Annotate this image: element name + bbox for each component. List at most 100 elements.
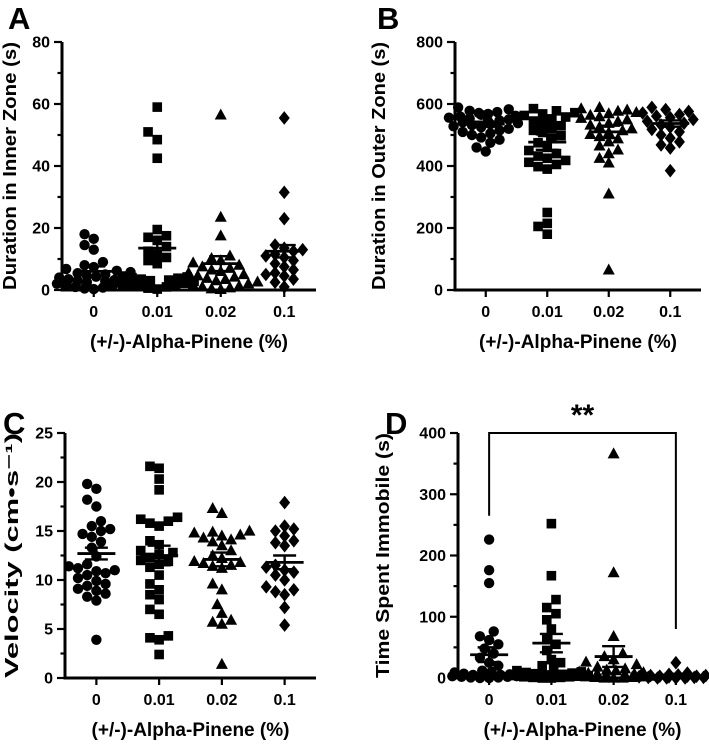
panel-label-a: A bbox=[8, 1, 31, 36]
square-marker bbox=[143, 283, 153, 293]
diamond-marker bbox=[269, 275, 281, 290]
diamond-marker bbox=[288, 534, 300, 548]
square-marker bbox=[135, 555, 146, 566]
series-0.01 bbox=[519, 103, 580, 239]
circle-marker bbox=[97, 256, 109, 268]
circle-marker bbox=[72, 563, 84, 574]
axis-text: 60 bbox=[32, 97, 50, 114]
error-bar-0 bbox=[466, 120, 505, 128]
square-marker bbox=[145, 552, 155, 563]
square-marker bbox=[168, 547, 178, 558]
diamond-marker bbox=[278, 185, 290, 200]
circle-marker bbox=[464, 113, 475, 124]
axis-text: Duration in Inner Zone (s) bbox=[0, 42, 20, 290]
square-marker bbox=[172, 512, 183, 523]
circle-marker bbox=[483, 534, 495, 545]
triangle-marker bbox=[243, 524, 256, 536]
square-marker bbox=[551, 106, 562, 116]
square-marker bbox=[134, 280, 144, 291]
circle-marker bbox=[480, 146, 491, 157]
triangle-marker bbox=[593, 139, 606, 151]
circle-marker bbox=[488, 626, 499, 637]
square-marker bbox=[567, 668, 577, 678]
circle-marker bbox=[485, 128, 496, 139]
square-marker bbox=[143, 127, 153, 137]
x-ticks bbox=[484, 290, 672, 297]
triangle-marker bbox=[607, 447, 620, 459]
diamond-marker bbox=[269, 266, 281, 280]
triangle-marker bbox=[630, 658, 643, 670]
triangle-marker bbox=[214, 229, 227, 241]
triangle-marker bbox=[582, 666, 595, 678]
square-marker bbox=[551, 594, 561, 605]
triangle-marker bbox=[206, 535, 219, 547]
triangle-marker bbox=[211, 598, 224, 610]
square-marker bbox=[548, 664, 559, 674]
square-marker bbox=[163, 275, 174, 285]
diamond-marker bbox=[646, 100, 658, 115]
square-marker bbox=[528, 116, 539, 126]
circle-marker bbox=[455, 111, 466, 122]
diamond-marker bbox=[279, 519, 291, 533]
triangle-marker bbox=[228, 270, 241, 282]
axis-text: Time Spent Immobile (s) bbox=[373, 433, 393, 678]
diamond-marker bbox=[660, 102, 672, 117]
square-marker bbox=[560, 155, 571, 166]
diamond-marker bbox=[279, 587, 291, 602]
circle-marker bbox=[91, 585, 102, 596]
significance-stars: ** bbox=[571, 399, 595, 432]
diamond-marker bbox=[279, 538, 291, 553]
triangle-marker bbox=[191, 269, 204, 281]
square-marker bbox=[546, 673, 557, 683]
circle-marker bbox=[81, 580, 93, 592]
triangle-marker bbox=[602, 156, 615, 168]
diamond-marker bbox=[683, 104, 695, 119]
triangle-marker bbox=[215, 583, 228, 595]
triangle-marker bbox=[591, 667, 604, 679]
triangle-marker bbox=[611, 104, 624, 116]
diamond-marker bbox=[288, 522, 300, 536]
square-marker bbox=[163, 516, 174, 526]
axis-text: 40 bbox=[32, 159, 50, 176]
diamond-marker bbox=[279, 495, 291, 510]
triangle-marker bbox=[593, 101, 606, 113]
square-marker bbox=[145, 579, 155, 589]
square-marker bbox=[547, 123, 557, 133]
error-bar-0.1 bbox=[265, 243, 304, 259]
triangle-marker bbox=[196, 260, 209, 272]
triangle-marker bbox=[215, 506, 228, 518]
square-marker bbox=[539, 670, 550, 680]
circle-marker bbox=[72, 572, 84, 584]
axis-text: 0.02 bbox=[593, 304, 624, 321]
square-marker bbox=[546, 654, 557, 665]
circle-marker bbox=[503, 104, 514, 115]
diamond-marker bbox=[279, 600, 291, 615]
square-marker bbox=[145, 604, 155, 615]
triangle-marker bbox=[197, 556, 210, 568]
square-marker bbox=[145, 633, 155, 643]
square-marker bbox=[154, 649, 164, 660]
triangle-marker bbox=[197, 531, 210, 543]
diamond-marker bbox=[664, 141, 676, 155]
triangle-marker bbox=[591, 660, 604, 672]
circle-marker bbox=[91, 565, 102, 577]
circle-marker bbox=[88, 233, 99, 245]
axis-text: 5 bbox=[44, 622, 53, 639]
triangle-marker bbox=[206, 549, 219, 561]
square-marker bbox=[541, 615, 552, 625]
axis-text: 0 bbox=[437, 671, 446, 688]
axis-text: 600 bbox=[416, 97, 443, 114]
triangle-marker bbox=[580, 655, 593, 667]
circle-marker bbox=[79, 239, 90, 251]
axis-text: 15 bbox=[35, 524, 53, 541]
triangle-marker bbox=[223, 281, 236, 293]
series-0.01 bbox=[135, 461, 183, 660]
square-marker bbox=[170, 279, 181, 290]
axis-text: 0.1 bbox=[274, 692, 296, 709]
diamond-marker bbox=[288, 565, 300, 579]
axis-text: 20 bbox=[32, 221, 50, 238]
axis-text: 25 bbox=[35, 426, 53, 443]
diamond-marker bbox=[645, 668, 657, 683]
triangle-marker bbox=[251, 275, 264, 287]
series-0.01 bbox=[115, 102, 199, 294]
